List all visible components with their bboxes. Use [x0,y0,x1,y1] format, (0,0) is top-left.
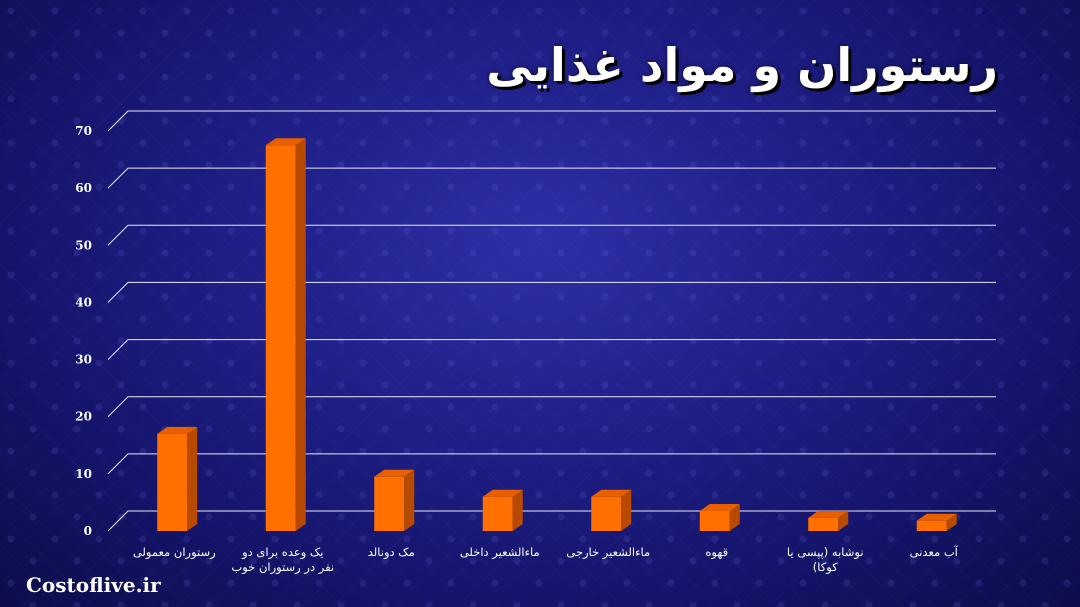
bar-side [946,513,957,531]
bar [916,520,947,531]
x-tick-label: نوشابه (پپسی یا کوکا) [787,545,864,575]
x-tick-label-line: ماءالشعیر داخلی [460,545,540,560]
gridline [107,396,996,418]
gridline [107,339,996,360]
x-tick-label: یک وعده برای دو نفر در رستوران خوب [231,545,334,575]
bar-top [374,469,415,477]
y-tick-label: 30 [75,353,92,367]
bar [591,496,622,531]
y-tick-label: 70 [75,124,92,138]
x-tick-label-line: نوشابه (پپسی یا [787,545,864,560]
bar-side [621,489,632,531]
bar-side [295,138,306,532]
bar-top [591,489,632,497]
x-tick-label-line: نفر در رستوران خوب [231,560,334,575]
x-tick-label: ماءالشعیر داخلی [460,545,540,560]
x-tick-label: مک دونالد [368,545,415,560]
x-tick-label-line: ماءالشعیر خارجی [566,545,650,560]
bar-top [482,489,523,497]
bar [482,496,513,531]
bar-side [404,469,415,531]
bar [808,517,839,531]
bar-side [187,426,198,531]
y-tick-label: 20 [75,410,92,424]
bar [699,511,730,531]
bar-top [265,138,306,146]
bar-side [838,510,849,531]
site-watermark: Costoflive.ir [26,573,161,597]
page-title: رستوران و مواد غذایی [486,38,998,92]
y-tick-label: 10 [75,467,92,481]
bar [157,433,188,531]
bar-top [916,513,957,521]
bar-side [729,504,740,531]
bar [374,476,405,531]
bar-top [699,504,740,511]
x-tick-label-line: رستوران معمولی [133,545,216,560]
bar-side [512,489,523,531]
gridline [107,110,996,132]
gridline [107,510,996,532]
x-tick-label: قهوه [705,545,728,560]
gridline [107,167,996,189]
y-tick-label: 40 [75,295,92,309]
gridline [107,224,996,246]
x-tick-label-line: مک دونالد [368,545,415,560]
gridline [107,453,996,475]
bar-top [808,510,849,518]
x-tick-label: آب معدنی [910,545,959,559]
x-tick-label-line: یک وعده برای دو [241,545,323,560]
y-tick-label: 0 [84,524,92,538]
gridline [107,281,996,303]
y-tick-label: 60 [75,181,92,195]
bar-top [157,426,198,434]
x-tick-label-line: کوکا) [813,560,838,575]
x-tick-label: رستوران معمولی [133,545,216,560]
x-tick-label: ماءالشعیر خارجی [566,545,650,560]
bar [265,145,296,532]
x-tick-label-line: آب معدنی [910,545,959,559]
x-tick-label-line: قهوه [705,545,728,560]
y-tick-label: 50 [75,238,92,252]
